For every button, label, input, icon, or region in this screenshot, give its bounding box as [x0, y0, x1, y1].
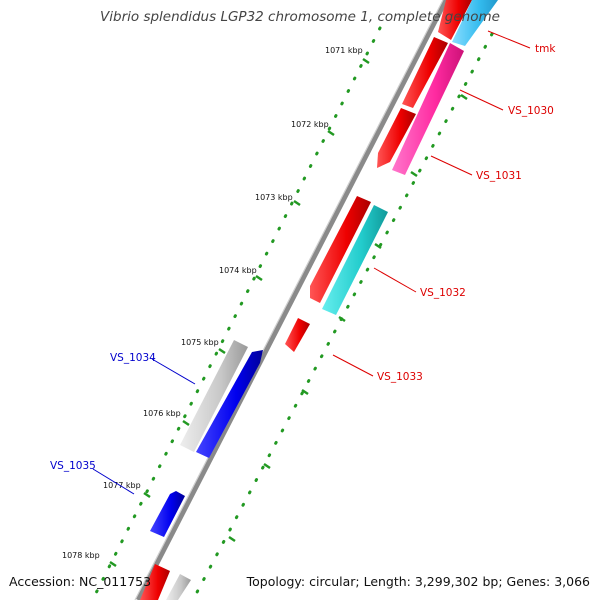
gene-VS_1033[interactable]	[285, 318, 310, 352]
leader-VS_1033	[332, 354, 374, 377]
label-VS_1035: VS_1035	[50, 460, 96, 472]
leader-tmk	[487, 30, 531, 49]
label-VS_1033: VS_1033	[377, 371, 423, 383]
scale-ticks-inner	[228, 93, 468, 543]
scale-ticks-outer	[109, 57, 370, 568]
scale-label-1072: 1072 kbp	[291, 120, 329, 129]
leader-VS_1032	[373, 267, 417, 293]
map-title: Vibrio splendidus LGP32 chromosome 1, co…	[100, 9, 500, 25]
gene-VS_1032[interactable]	[310, 196, 371, 303]
gene-VS_1030[interactable]	[402, 37, 448, 108]
gene-VS_1032-cds[interactable]	[322, 205, 388, 315]
scale-dots-inner	[193, 32, 494, 598]
accession-label: Accession: NC_011753	[9, 574, 152, 589]
scale-label-1078: 1078 kbp	[62, 551, 100, 560]
leader-VS_1031	[430, 155, 473, 176]
scale-label-1074: 1074 kbp	[219, 266, 257, 275]
gene-VS_1030-b[interactable]	[377, 108, 416, 168]
genome-summary: Topology: circular; Length: 3,299,302 bp…	[246, 574, 590, 589]
gene-VS_1031[interactable]	[392, 43, 464, 175]
label-VS_1030: VS_1030	[508, 105, 554, 117]
scale-label-1071: 1071 kbp	[325, 46, 363, 55]
chromosome-backbone	[135, 0, 449, 600]
leader-VS_1035	[92, 468, 135, 495]
scale-label-1077: 1077 kbp	[103, 481, 141, 490]
scale-label-1075: 1075 kbp	[181, 338, 219, 347]
gene-tmk[interactable]	[438, 0, 472, 40]
leader-VS_1030	[459, 89, 504, 111]
scale-label-1073: 1073 kbp	[255, 193, 293, 202]
gene-VS_1035[interactable]	[150, 491, 185, 537]
label-VS_1031: VS_1031	[476, 170, 522, 182]
gene-bottom-gray[interactable]	[166, 574, 191, 600]
scale-label-1076: 1076 kbp	[143, 409, 181, 418]
gene-tmk-extension[interactable]	[452, 0, 498, 46]
gene-VS_1034-gray[interactable]	[180, 340, 248, 452]
gene-VS_1034[interactable]	[196, 350, 263, 458]
label-VS_1034: VS_1034	[110, 352, 156, 364]
gene-bottom-red[interactable]	[140, 564, 170, 600]
label-VS_1032: VS_1032	[420, 287, 466, 299]
label-tmk: tmk	[535, 43, 556, 55]
leader-VS_1034	[151, 358, 196, 385]
